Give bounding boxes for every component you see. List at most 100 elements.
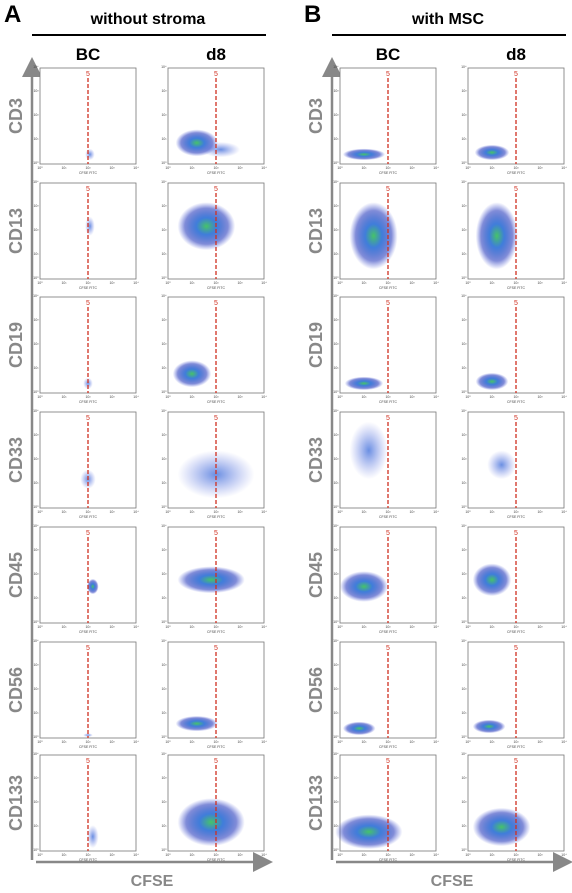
x-tick-label: 10² [213, 166, 219, 170]
x-tick-label: 10³ [409, 166, 415, 170]
y-tick-label: 10² [461, 342, 467, 346]
x-tick-label: 10² [513, 510, 519, 514]
y-tick-label: 10⁴ [161, 639, 167, 643]
gate-label: 5 [514, 530, 518, 537]
y-tick-label: 10⁰ [33, 620, 39, 624]
x-tick-label: 10² [85, 166, 91, 170]
x-tick-label: 10⁰ [337, 510, 343, 514]
event-cloud [85, 148, 95, 161]
row-label: CD133 [306, 775, 326, 831]
gate-label: 5 [386, 71, 390, 78]
y-tick-label: 10³ [333, 318, 339, 322]
x-tick-label: 10³ [237, 853, 243, 857]
y-tick-label: 10⁰ [333, 161, 339, 165]
plot-x-label: CFSE FITC [507, 171, 526, 175]
x-tick-label: 10² [385, 740, 391, 744]
y-tick-label: 10¹ [33, 252, 39, 256]
x-tick-label: 10⁰ [165, 853, 171, 857]
x-tick-label: 10³ [537, 853, 543, 857]
y-tick-label: 10³ [461, 204, 467, 208]
x-tick-label: 10³ [409, 281, 415, 285]
x-tick-label: 10⁰ [165, 510, 171, 514]
x-tick-label: 10² [85, 853, 91, 857]
plot-x-label: CFSE FITC [79, 515, 98, 519]
y-tick-label: 10⁴ [33, 180, 39, 184]
y-tick-label: 10⁴ [161, 409, 167, 413]
gate-label: 5 [86, 758, 90, 765]
y-tick-label: 10⁴ [461, 752, 467, 756]
row-label: CD56 [306, 667, 326, 713]
y-tick-label: 10⁴ [333, 294, 339, 298]
y-tick-label: 10⁴ [161, 180, 167, 184]
y-tick-label: 10⁰ [33, 276, 39, 280]
x-tick-label: 10⁴ [261, 510, 267, 514]
x-tick-label: 10⁰ [337, 395, 343, 399]
column-label: BC [76, 45, 101, 64]
y-tick-label: 10¹ [333, 596, 339, 600]
x-tick-label: 10² [213, 625, 219, 629]
event-cloud [85, 216, 95, 236]
panel-letter: B [304, 1, 321, 28]
column-label: d8 [506, 45, 526, 64]
y-tick-label: 10³ [161, 318, 167, 322]
y-tick-label: 10³ [161, 89, 167, 93]
x-tick-label: 10¹ [489, 510, 495, 514]
y-tick-label: 10⁰ [461, 735, 467, 739]
x-tick-label: 10⁴ [261, 166, 267, 170]
x-tick-label: 10⁰ [165, 395, 171, 399]
x-tick-label: 10³ [409, 395, 415, 399]
y-tick-label: 10⁴ [33, 65, 39, 69]
y-tick-label: 10² [33, 228, 39, 232]
x-tick-label: 10² [513, 740, 519, 744]
y-tick-label: 10² [33, 687, 39, 691]
gate-label: 5 [86, 71, 90, 78]
y-tick-label: 10¹ [461, 596, 467, 600]
y-tick-label: 10³ [33, 776, 39, 780]
plot-x-label: CFSE FITC [79, 171, 98, 175]
x-tick-label: 10² [513, 853, 519, 857]
row-label: CD45 [306, 552, 326, 598]
x-tick-label: 10¹ [61, 510, 67, 514]
y-tick-label: 10⁰ [161, 505, 167, 509]
y-tick-label: 10³ [33, 89, 39, 93]
column-label: BC [376, 45, 401, 64]
x-tick-label: 10¹ [189, 510, 195, 514]
x-tick-label: 10⁰ [165, 740, 171, 744]
x-tick-label: 10⁴ [561, 510, 567, 514]
row-label: CD19 [306, 322, 326, 368]
event-cloud [472, 719, 506, 734]
y-tick-label: 10¹ [461, 711, 467, 715]
row-label: CD45 [6, 552, 26, 598]
event-cloud [177, 566, 245, 594]
plot-x-label: CFSE FITC [79, 286, 98, 290]
x-tick-label: 10⁴ [133, 281, 139, 285]
x-tick-label: 10¹ [489, 740, 495, 744]
event-cloud [201, 141, 240, 158]
y-tick-label: 10⁴ [333, 65, 339, 69]
x-tick-label: 10⁰ [37, 625, 43, 629]
plot-x-label: CFSE FITC [379, 858, 398, 862]
y-tick-label: 10⁰ [333, 735, 339, 739]
row-label: CD13 [306, 208, 326, 254]
y-tick-label: 10² [461, 572, 467, 576]
y-tick-label: 10⁰ [461, 620, 467, 624]
y-tick-label: 10¹ [161, 252, 167, 256]
y-tick-label: 10⁴ [461, 524, 467, 528]
plot-x-label: CFSE FITC [507, 745, 526, 749]
x-tick-label: 10² [513, 166, 519, 170]
gate-label: 5 [214, 300, 218, 307]
x-tick-label: 10¹ [61, 853, 67, 857]
y-tick-label: 10² [333, 342, 339, 346]
x-tick-label: 10³ [409, 740, 415, 744]
y-tick-label: 10³ [161, 776, 167, 780]
y-tick-label: 10³ [33, 433, 39, 437]
y-tick-label: 10³ [161, 433, 167, 437]
row-label: CD33 [306, 437, 326, 483]
x-tick-label: 10¹ [361, 853, 367, 857]
x-tick-label: 10⁰ [337, 853, 343, 857]
